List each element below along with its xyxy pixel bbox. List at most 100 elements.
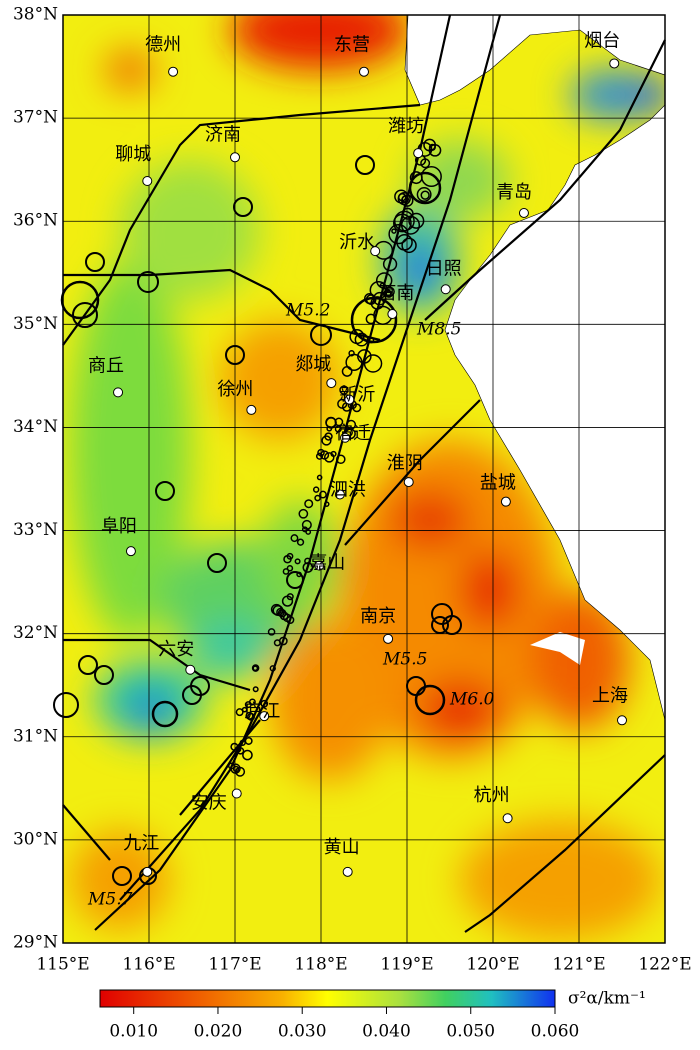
earthquake	[304, 499, 314, 509]
x-tick-label: 122°E	[638, 955, 691, 975]
earthquake	[305, 529, 312, 535]
earthquake	[244, 701, 252, 709]
earthquake	[388, 224, 409, 245]
city-marker	[246, 404, 257, 415]
earthquake	[428, 143, 436, 151]
city-marker	[403, 477, 414, 488]
x-tick-label: 117°E	[208, 955, 261, 975]
earthquake	[315, 452, 324, 460]
earthquake	[393, 213, 412, 233]
y-tick-label: 33°N	[13, 520, 58, 540]
earthquakes	[53, 138, 462, 886]
earthquake	[244, 736, 253, 745]
magnitude-label: M5.5	[382, 650, 427, 670]
earthquake	[312, 486, 320, 493]
y-tick-label: 29°N	[13, 933, 58, 953]
city-marker	[231, 788, 242, 799]
city-label: 沂水	[339, 232, 375, 253]
city-label: 九江	[123, 833, 159, 854]
river-mouth	[530, 632, 585, 665]
earthquake	[267, 628, 276, 636]
y-tick-label: 31°N	[13, 726, 58, 746]
city-marker	[326, 378, 337, 389]
earthquake	[316, 474, 323, 481]
earthquake	[239, 739, 246, 746]
city-label: 上海	[592, 685, 628, 706]
colorbar-tick-label: 0.060	[531, 1022, 580, 1042]
earthquake	[339, 385, 349, 395]
earthquake	[281, 595, 294, 607]
earthquake	[423, 138, 437, 152]
city-label: 烟台	[584, 30, 620, 51]
earthquake	[416, 187, 432, 202]
city-marker	[314, 560, 325, 571]
city-marker	[259, 711, 270, 722]
y-tick-label: 30°N	[13, 829, 58, 849]
city-marker	[500, 496, 511, 507]
city-marker	[342, 866, 353, 877]
city-label: 南京	[360, 606, 396, 627]
earthquake	[242, 749, 253, 761]
earthquake	[314, 494, 321, 502]
city-label: 东营	[334, 35, 370, 56]
city-label: 莒南	[378, 283, 414, 304]
city-label: 盐城	[480, 473, 516, 494]
earthquake	[325, 416, 337, 429]
city-label: 徐州	[217, 379, 253, 400]
y-tick-label: 35°N	[13, 314, 58, 334]
colorbar-tick-label: 0.050	[446, 1022, 495, 1042]
earthquake	[236, 747, 245, 755]
earthquake	[363, 354, 383, 373]
earthquake	[302, 562, 314, 573]
earthquake	[296, 571, 302, 578]
earthquake	[269, 665, 276, 672]
y-tick-label: 38°N	[13, 5, 58, 25]
earthquake	[277, 608, 287, 618]
earthquake	[235, 746, 242, 753]
city-marker	[168, 66, 179, 77]
map-frame	[62, 14, 666, 944]
earthquake	[379, 282, 386, 289]
earthquake	[235, 708, 244, 717]
colorbar-tick-label: 0.030	[278, 1022, 327, 1042]
earthquake	[352, 403, 362, 413]
heatmap	[63, 15, 665, 943]
earthquake	[354, 332, 369, 347]
earthquake	[420, 158, 431, 169]
earthquake	[401, 194, 414, 207]
city-label: 安庆	[191, 792, 227, 813]
earthquake	[296, 538, 305, 546]
sea	[404, 15, 665, 106]
x-tick-label: 120°E	[466, 955, 519, 975]
earthquake	[294, 558, 301, 565]
earthquake	[336, 454, 346, 465]
earthquake	[286, 552, 294, 560]
earthquake	[348, 350, 355, 357]
city-label: 宿迁	[335, 423, 371, 444]
city-marker	[370, 246, 381, 257]
city-marker	[617, 715, 627, 726]
magnitude-label: M8.5	[416, 320, 461, 340]
city-marker	[142, 866, 153, 877]
city-marker	[142, 176, 153, 187]
city-marker	[344, 394, 355, 405]
x-tick-label: 118°E	[294, 955, 347, 975]
city-label: 杭州	[474, 785, 510, 806]
y-tick-label: 34°N	[13, 417, 58, 437]
city-label: 青岛	[496, 182, 532, 203]
city-marker	[413, 148, 424, 159]
city-marker	[185, 664, 196, 675]
earthquake	[235, 766, 246, 777]
earthquake	[324, 432, 333, 441]
city-label: 济南	[205, 124, 241, 145]
earthquake	[260, 699, 269, 708]
earthquake	[286, 565, 294, 572]
earthquake	[408, 212, 425, 229]
earthquake	[365, 313, 377, 325]
colorbar-tick-label: 0.020	[194, 1022, 243, 1042]
earthquake	[420, 190, 430, 200]
earthquake	[251, 664, 260, 672]
x-tick-label: 121°E	[552, 955, 605, 975]
city-label: 阜阳	[101, 516, 137, 537]
city-marker	[113, 387, 124, 398]
